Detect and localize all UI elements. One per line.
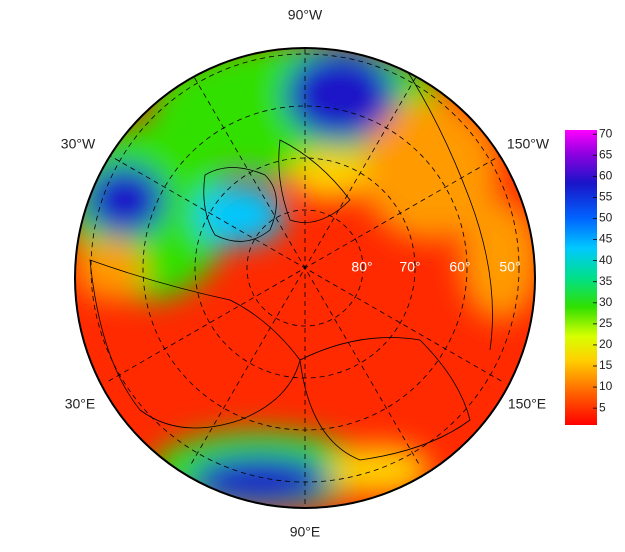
colorbar-tick-label: 15: [599, 358, 613, 372]
longitude-label: 30°E: [65, 396, 96, 412]
data-field: [75, 48, 535, 508]
latitude-label: 80°: [351, 259, 372, 275]
longitude-label: 30°W: [61, 136, 96, 152]
colorbar-tick-label: 50: [599, 211, 613, 225]
colorbar-scale: [565, 130, 597, 425]
longitude-label: 90°E: [290, 524, 321, 540]
colorbar-tick-label: 25: [599, 316, 613, 330]
longitude-label: 150°E: [508, 396, 546, 412]
colorbar: 5 10 15 20 25 30 35 40 45 50 55 60 65 70: [565, 126, 613, 425]
latitude-label: 50°: [499, 259, 520, 275]
colorbar-tick-label: 65: [599, 147, 613, 161]
longitude-label: 150°W: [507, 136, 550, 152]
colorbar-tick-label: 10: [599, 379, 613, 393]
colorbar-tick-label: 45: [599, 232, 613, 246]
colorbar-tick-label: 35: [599, 274, 613, 288]
colorbar-tick-label: 60: [599, 169, 613, 183]
latitude-label: 70°: [399, 259, 420, 275]
colorbar-tick-label: 5: [599, 400, 606, 414]
longitude-label: 90°W: [288, 7, 323, 23]
colorbar-tick-label: 20: [599, 337, 613, 351]
colorbar-tick-label: 40: [599, 253, 613, 267]
latitude-label: 60°: [449, 259, 470, 275]
colorbar-tick-label: 30: [599, 295, 613, 309]
map-border: [74, 47, 536, 509]
colorbar-tick-label: 70: [599, 126, 613, 140]
colorbar-tick-label: 55: [599, 190, 613, 204]
